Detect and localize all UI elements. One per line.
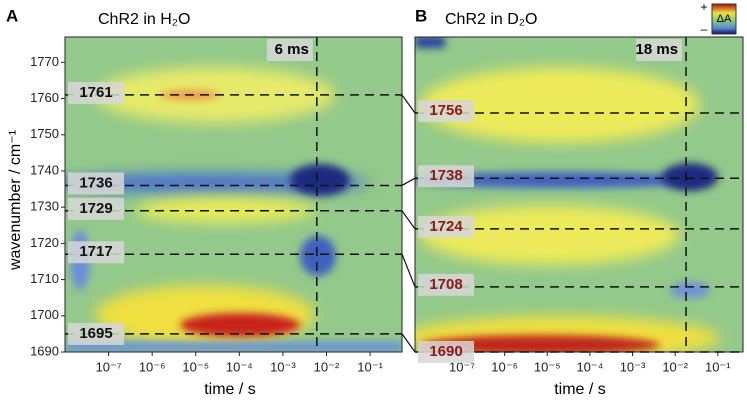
y-tick-label: 1770 [30, 54, 59, 69]
x-tick-label: 10⁻⁶ [139, 359, 166, 374]
colorbar-minus: – [701, 22, 708, 36]
chart-title: ChR2 in D₂O [445, 11, 537, 28]
x-tick-label: 10⁻⁴ [576, 359, 603, 374]
band-box [68, 197, 124, 220]
band-label: 1738 [429, 167, 462, 184]
band-box [68, 322, 124, 345]
band-label: 1690 [429, 343, 462, 360]
x-tick-label: 10⁻⁵ [534, 359, 561, 374]
connector [401, 333, 416, 353]
frame [414, 36, 744, 353]
marker-box [266, 39, 313, 61]
connector [401, 254, 416, 288]
connector [401, 210, 416, 230]
colorbar-plus: + [700, 0, 707, 14]
marker-box [636, 39, 683, 61]
band-box [418, 341, 474, 363]
panel-letter: A [6, 6, 18, 25]
x-tick-label: 10⁻³ [270, 359, 296, 374]
y-tick-label: 1760 [30, 90, 59, 105]
colorbar-label: ΔA [717, 13, 732, 25]
connector [401, 177, 416, 186]
colorbar [711, 3, 737, 35]
y-tick-label: 1750 [30, 126, 59, 141]
y-tick-label: 1740 [30, 162, 59, 177]
band-label: 1717 [79, 243, 112, 260]
x-tick-label: 10⁻³ [620, 359, 646, 374]
y-tick-label: 1700 [30, 307, 59, 322]
x-tick-label: 10⁻⁷ [449, 359, 475, 374]
band-box [418, 215, 474, 238]
band-label: 1761 [79, 84, 112, 101]
band-box [418, 273, 474, 296]
band-label: 1756 [429, 102, 462, 119]
band-box [418, 165, 474, 188]
x-axis-label: time / s [204, 381, 256, 398]
x-tick-label: 10⁻⁵ [182, 359, 209, 374]
band-label: 1724 [429, 218, 463, 235]
marker-label: 18 ms [636, 41, 679, 58]
y-tick-label: 1730 [30, 199, 59, 214]
marker-label: 6 ms [275, 41, 309, 58]
panel-letter: B [415, 6, 427, 25]
band-box [68, 172, 124, 195]
band-label: 1736 [79, 174, 112, 191]
connector [401, 94, 416, 114]
x-tick-label: 10⁻⁶ [491, 359, 518, 374]
band-label: 1695 [79, 325, 112, 342]
heatmap-a [65, 37, 402, 352]
x-tick-label: 10⁻¹ [705, 359, 731, 374]
heatmap-b [415, 37, 743, 352]
band-label: 1729 [79, 200, 112, 217]
x-axis-label: time / s [554, 381, 606, 398]
y-tick-label: 1720 [30, 235, 59, 250]
x-tick-label: 10⁻² [662, 359, 688, 374]
x-tick-label: 10⁻¹ [357, 359, 383, 374]
y-tick-label: 1710 [30, 271, 59, 286]
x-tick-label: 10⁻⁷ [96, 359, 122, 374]
x-tick-label: 10⁻² [314, 359, 340, 374]
frame [64, 36, 403, 353]
band-box [68, 241, 124, 264]
band-label: 1708 [429, 276, 462, 293]
y-tick-label: 1690 [30, 343, 59, 358]
chart-title: ChR2 in H₂O [98, 11, 190, 28]
x-tick-label: 10⁻⁴ [226, 359, 253, 374]
y-axis-label: wavenumber / cm⁻¹ [7, 130, 24, 271]
band-box [418, 100, 474, 123]
band-box [68, 81, 124, 104]
